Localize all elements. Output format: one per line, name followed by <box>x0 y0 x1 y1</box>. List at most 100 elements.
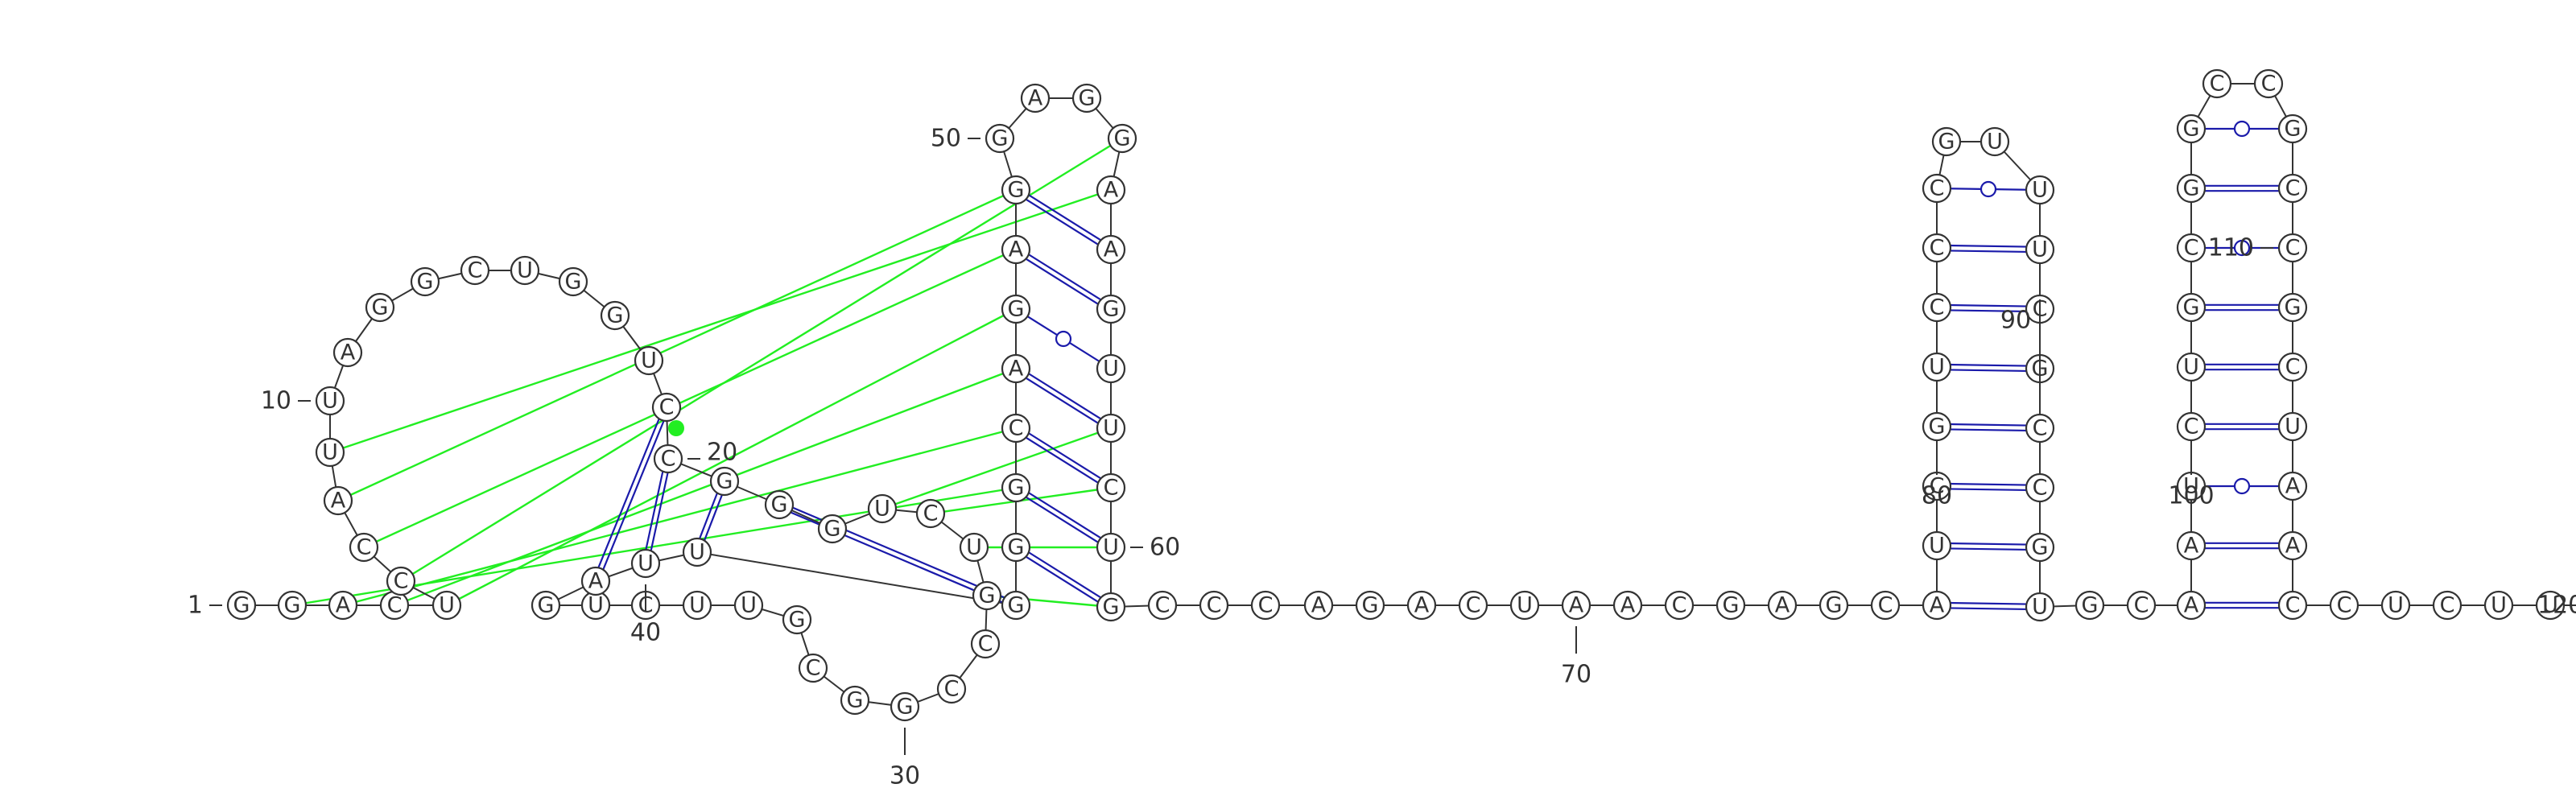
nucleotide-letter: U <box>2183 355 2199 380</box>
nucleotide-letter: U <box>322 389 338 414</box>
nucleotide-letter: C <box>944 677 960 702</box>
nucleotide-letter: G <box>565 270 582 295</box>
nucleotide-letter: G <box>789 608 806 633</box>
nucleotide-circle <box>2277 233 2308 263</box>
canonical-pair-line <box>1017 425 1113 487</box>
nucleotide-letter: A <box>1028 86 1043 111</box>
nucleotide-letter: G <box>1008 593 1025 618</box>
nucleotide-letter: U <box>2285 415 2301 439</box>
nucleotide-circle <box>2025 175 2055 205</box>
nucleotide-letter: C <box>1104 476 1119 501</box>
nucleotide-letter: G <box>2285 117 2301 142</box>
nucleotide-circle <box>2025 413 2055 444</box>
nucleotide-circle <box>733 590 764 621</box>
pseudoknot-line <box>363 248 1017 549</box>
nucleotide-circle <box>1096 353 1126 384</box>
nucleotide-circle <box>915 498 946 529</box>
canonical-pair-line <box>1936 488 2040 492</box>
nucleotide-letter: U <box>2032 595 2048 620</box>
nucleotide-letter: A <box>1620 593 1636 618</box>
position-number: 10 <box>261 387 291 415</box>
nucleotide-letter: A <box>1104 237 1119 262</box>
nucleotide-letter: G <box>2082 593 2099 618</box>
nucleotide-letter: G <box>1114 126 1131 151</box>
nucleotide-circle <box>630 548 661 579</box>
nucleotide-letter: C <box>1466 593 1481 618</box>
nucleotide-circle <box>1107 123 1137 154</box>
nucleotide-circle <box>970 629 1001 659</box>
nucleotide-letter: U <box>1103 535 1119 560</box>
canonical-pair-line <box>1017 365 1113 427</box>
nucleotide-circle <box>1561 590 1591 621</box>
nucleotide-circle <box>2277 173 2308 204</box>
canonical-pair-line <box>1017 246 1113 308</box>
nucleotide-circle <box>558 266 588 297</box>
nucleotide-circle <box>2329 590 2359 621</box>
nucleotide-circle <box>2176 530 2207 561</box>
nucleotide-letter: C <box>923 501 939 526</box>
nucleotide-letter: G <box>1723 593 1740 618</box>
nucleotide-letter: C <box>2033 416 2048 441</box>
nucleotide-letter: U <box>2183 474 2199 499</box>
nucleotide-letter: G <box>2032 535 2049 560</box>
nucleotide-circle <box>2074 590 2105 621</box>
nucleotide-letter: U <box>2388 593 2404 618</box>
nucleotide-circle <box>2277 352 2308 382</box>
gu-pair-circle <box>2233 239 2251 257</box>
nucleotide-letter: U <box>689 593 705 618</box>
nucleotide-letter: C <box>2033 476 2048 501</box>
position-number: 60 <box>1150 534 1180 562</box>
nucleotide-letter: U <box>1987 130 2003 155</box>
nucleotide-letter: U <box>1929 534 1945 559</box>
nucleotide-letter: G <box>1008 535 1025 560</box>
canonical-pair-line <box>597 407 670 583</box>
canonical-pair-line <box>1013 548 1110 610</box>
nucleotide-circle <box>460 255 490 286</box>
nucleotide-letter: C <box>659 395 675 420</box>
canonical-pair-line <box>1936 250 2040 254</box>
nucleotide-circle <box>653 444 683 474</box>
nucleotide-letter: G <box>824 517 841 542</box>
nucleotide-letter: A <box>1775 593 1790 618</box>
nucleotide-letter: G <box>1929 415 1946 439</box>
canonical-pair-line <box>1013 250 1110 312</box>
nucleotide-letter: U <box>874 497 890 522</box>
nucleotide-circle <box>1096 592 1126 622</box>
nucleotide-letter: G <box>992 126 1009 151</box>
nucleotide-circle <box>2025 592 2055 622</box>
nucleotide-circle <box>1096 234 1126 265</box>
nucleotide-letter: G <box>847 688 864 713</box>
canonical-pair-line <box>1936 428 2040 432</box>
position-number: 1 <box>188 592 203 620</box>
nucleotide-circle <box>1979 126 2010 157</box>
canonical-pair-line <box>647 459 672 564</box>
canonical-pair-line <box>1936 547 2040 551</box>
nucleotide-circle <box>1001 175 1031 205</box>
nucleotide-circle <box>2126 590 2157 621</box>
nucleotide-circle <box>1612 590 1643 621</box>
nucleotide-circle <box>2176 590 2207 621</box>
pseudoknot-line <box>400 137 1123 583</box>
pseudoknot-line <box>446 307 1017 607</box>
nucleotide-letter: U <box>966 535 982 560</box>
pseudoknot-line <box>337 188 1017 502</box>
nucleotide-circle <box>1870 590 1901 621</box>
nucleotide-letter: U <box>439 593 455 618</box>
nucleotide-letter: A <box>1009 357 1024 382</box>
position-number: 90 <box>2000 307 2031 335</box>
nucleotide-circle <box>2176 113 2207 144</box>
nucleotide-letter: U <box>1103 357 1119 382</box>
nucleotide-circle <box>226 590 257 621</box>
canonical-pair-line <box>1017 187 1113 249</box>
nucleotide-letter: C <box>2285 355 2301 380</box>
nucleotide-letter: A <box>2285 534 2301 559</box>
nucleotide-circle <box>1001 234 1031 265</box>
nucleotide-circle <box>328 590 358 621</box>
nucleotide-circle <box>2277 471 2308 501</box>
nucleotide-circle <box>867 493 898 524</box>
nucleotide-circle <box>2176 173 2207 204</box>
nucleotide-letter: G <box>284 593 301 618</box>
nucleotide-circle <box>2483 590 2514 621</box>
nucleotide-circle <box>890 691 920 722</box>
